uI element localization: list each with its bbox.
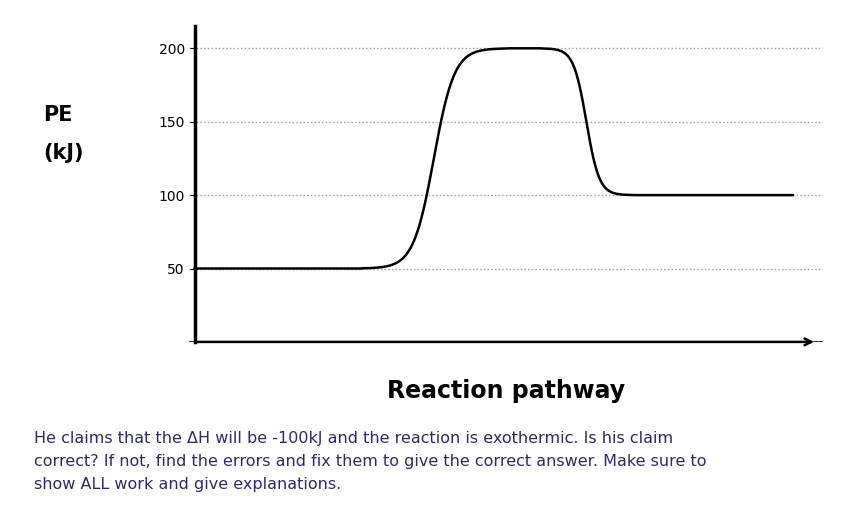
Text: Reaction pathway: Reaction pathway	[387, 379, 625, 403]
Text: He claims that the ΔH will be -100kJ and the reaction is exothermic. Is his clai: He claims that the ΔH will be -100kJ and…	[34, 431, 707, 492]
Text: PE: PE	[43, 105, 72, 125]
Text: (kJ): (kJ)	[43, 143, 83, 163]
